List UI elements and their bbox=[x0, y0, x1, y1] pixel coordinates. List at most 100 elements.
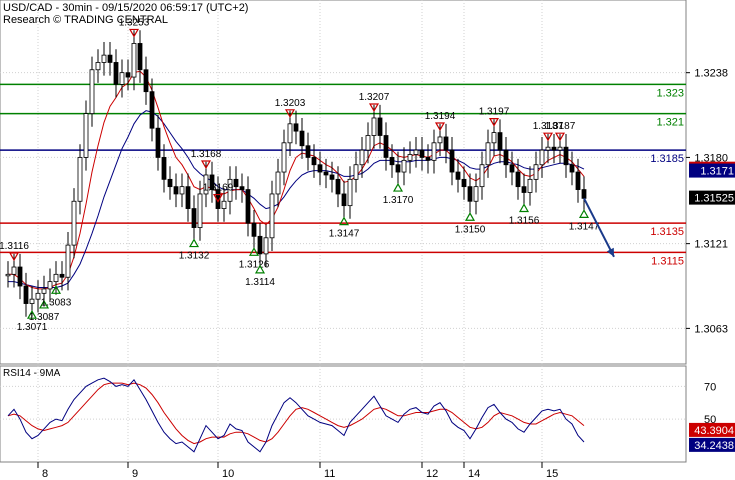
rsi-lines bbox=[7, 377, 585, 453]
candle-body bbox=[209, 174, 215, 190]
swing-low-marker bbox=[254, 264, 266, 274]
swing-high-label: 1.3187 bbox=[533, 121, 564, 132]
swing-low-label: 1.3071 bbox=[17, 322, 48, 333]
candle-body bbox=[515, 171, 521, 188]
swing-high-label: 1.3253 bbox=[119, 17, 150, 28]
x-tick-label: 14 bbox=[468, 468, 480, 480]
swing-low-label: 1.3087 bbox=[29, 312, 60, 323]
forecast-arrow-head bbox=[606, 247, 614, 257]
y-tick-label: 1.3180 bbox=[694, 152, 728, 164]
candle-body bbox=[461, 178, 467, 188]
y-tick-label: 1.3063 bbox=[694, 323, 728, 335]
rsi-signal-line bbox=[7, 382, 585, 445]
x-tick-label: 15 bbox=[546, 468, 558, 480]
candle-body bbox=[413, 149, 419, 155]
swing-low-marker bbox=[248, 247, 260, 256]
candle-body bbox=[149, 91, 155, 129]
candle-body bbox=[575, 171, 581, 190]
candle-body bbox=[293, 123, 299, 132]
swing-high-marker bbox=[488, 117, 500, 127]
swing-high-label: 1.3187 bbox=[545, 121, 576, 132]
candle-body bbox=[581, 189, 587, 199]
candle-body bbox=[29, 298, 35, 304]
swing-high-marker bbox=[128, 28, 140, 38]
candle-body bbox=[341, 193, 347, 207]
candle-body bbox=[569, 164, 575, 173]
rsi-panel-frame bbox=[0, 365, 687, 463]
candle-body bbox=[71, 200, 77, 246]
swing-low-label: 1.3126 bbox=[239, 259, 270, 270]
swing-high-label: 1.3169 bbox=[203, 183, 234, 194]
swing-high-label: 1.3207 bbox=[359, 92, 390, 103]
candle-body bbox=[53, 273, 59, 283]
candle-body bbox=[395, 164, 401, 173]
candle-body bbox=[545, 146, 551, 151]
swing-high-marker bbox=[434, 122, 446, 132]
swing-low-marker bbox=[578, 209, 590, 218]
candle-body bbox=[425, 157, 431, 161]
candle-body bbox=[65, 244, 71, 278]
candle-body bbox=[245, 189, 251, 224]
candle-body bbox=[563, 146, 569, 166]
swing-markers: 1.3116 1.3253 1.3168 1.3169 1.3203 1.3207 1.31… bbox=[0, 17, 615, 333]
swing-high-marker bbox=[212, 193, 224, 203]
candle-body bbox=[155, 127, 161, 158]
candle-body bbox=[119, 72, 125, 85]
rsi-line bbox=[7, 377, 585, 453]
candle-body bbox=[185, 186, 191, 209]
candle-body bbox=[41, 288, 47, 294]
candle-body bbox=[191, 208, 197, 228]
x-tick-label: 12 bbox=[426, 468, 438, 480]
candle-body bbox=[275, 171, 281, 195]
swing-low-marker bbox=[518, 203, 530, 213]
swing-low-marker bbox=[50, 285, 62, 294]
candle-body bbox=[335, 178, 341, 195]
swing-high-label: 1.3203 bbox=[275, 98, 306, 109]
candle-body bbox=[113, 62, 119, 85]
candle-body bbox=[485, 142, 491, 166]
rsi-badge-signal: 43.3904 bbox=[694, 425, 734, 437]
level-label-pivot: 1.3185 bbox=[650, 153, 684, 165]
swing-low-marker bbox=[338, 216, 350, 226]
levels-layer: 1.323 1.321 1.3185 1.3135 1.3115 bbox=[0, 83, 686, 267]
candle-body bbox=[533, 164, 539, 180]
candle-body bbox=[281, 142, 287, 173]
candle-body bbox=[317, 164, 323, 173]
candle-body bbox=[551, 146, 557, 151]
price-badge-ma-slow-bg bbox=[689, 163, 735, 178]
candles bbox=[5, 30, 587, 317]
candle-body bbox=[479, 164, 485, 188]
candle-body bbox=[527, 178, 533, 193]
swing-low-label: 1.3170 bbox=[383, 195, 414, 206]
rsi-badge-line-bg bbox=[689, 437, 735, 452]
candle-body bbox=[131, 43, 137, 78]
candle-body bbox=[23, 285, 29, 304]
candle-body bbox=[473, 186, 479, 202]
swing-low-label: 1.3147 bbox=[329, 229, 360, 240]
price-badge-last: 1.31525 bbox=[694, 193, 734, 205]
candle-body bbox=[491, 132, 497, 144]
candle-body bbox=[353, 164, 359, 180]
candle-body bbox=[539, 149, 545, 166]
candle-body bbox=[239, 186, 245, 190]
candle-body bbox=[161, 157, 167, 180]
candle-body bbox=[11, 266, 17, 275]
swing-high-label: 1.3194 bbox=[425, 111, 456, 122]
candle-body bbox=[443, 136, 449, 151]
candle-body bbox=[83, 113, 89, 158]
candle-body bbox=[509, 164, 515, 173]
swing-low-label: 1.3156 bbox=[509, 215, 540, 226]
swing-low-marker bbox=[26, 309, 38, 319]
candle-body bbox=[233, 178, 239, 188]
candle-body bbox=[299, 130, 305, 147]
x-tick-label: 10 bbox=[222, 468, 234, 480]
x-tick-label: 8 bbox=[42, 468, 48, 480]
swing-low-marker bbox=[392, 182, 404, 192]
x-tick-label: 9 bbox=[132, 468, 138, 480]
candle-body bbox=[311, 157, 317, 166]
candle-body bbox=[107, 54, 113, 63]
candle-body bbox=[455, 171, 461, 180]
candle-body bbox=[89, 69, 95, 114]
